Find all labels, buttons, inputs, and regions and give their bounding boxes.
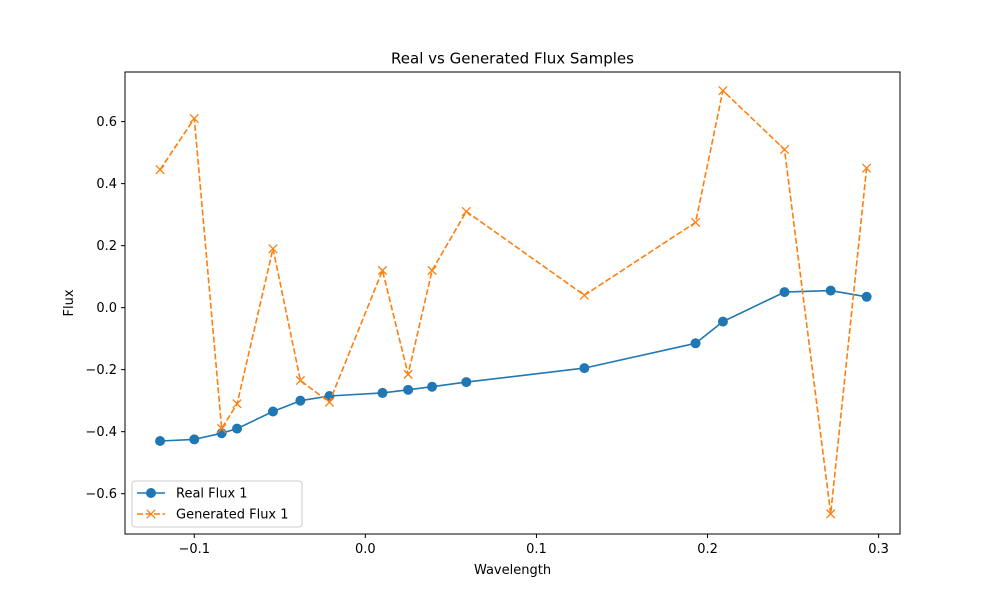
marker-stroke [324,397,335,407]
data-point [403,384,414,395]
marker-stroke [861,163,872,173]
data-point [189,113,199,124]
x-tick-label: 0.1 [526,542,547,557]
legend-label: Generated Flux 1 [176,508,289,523]
chart-title: Real vs Generated Flux Samples [391,50,634,68]
data-point [779,144,790,155]
data-point [295,395,306,406]
x-tick-label: 0.0 [355,542,376,557]
data-point [779,287,790,298]
data-point [427,265,437,276]
marker-stroke [146,509,156,519]
data-point [825,285,836,296]
data-point [295,375,306,386]
marker-stroke [718,85,728,96]
data-point [826,509,836,519]
legend-marker [146,488,156,498]
data-point [324,397,335,407]
marker-stroke [579,290,590,300]
legend-box [131,480,303,528]
data-point [690,338,701,349]
data-point [268,244,278,254]
x-tick-label: −0.1 [178,542,210,557]
marker-stroke [189,113,199,124]
data-point [267,406,278,417]
data-point [216,428,227,439]
marker-stroke [690,217,701,228]
data-point [232,399,242,409]
x-tick-label: 0.3 [868,542,889,557]
legend: Real Flux 1 Generated Flux 1 [131,480,303,528]
y-tick-label: 0.0 [96,301,117,316]
data-point [461,377,472,388]
data-point [403,369,413,379]
marker-stroke [826,509,836,519]
data-point [217,423,227,434]
data-point [155,435,166,446]
legend-label: Real Flux 1 [176,487,248,502]
data-point [427,381,438,392]
data-point [579,363,590,374]
data-point [690,217,701,228]
y-tick-label: 0.6 [96,115,117,130]
series-layer [155,85,872,519]
data-point [861,163,872,173]
y-tick-label: 0.4 [96,177,117,192]
y-tick-label: −0.6 [85,487,117,502]
y-tick-label: 0.2 [96,239,117,254]
marker-stroke [268,244,278,254]
plot-area [125,72,900,534]
data-point [232,423,243,434]
x-axis: −0.1 0.0 0.1 0.2 0.3 [178,534,889,557]
data-point [461,206,471,217]
marker-stroke [295,375,306,386]
marker-stroke [155,165,165,175]
data-point [861,291,872,302]
data-point [377,265,388,276]
plot-frame [124,71,901,535]
data-point [579,290,590,300]
x-tick-label: 0.2 [697,542,718,557]
y-tick-label: −0.2 [85,363,117,378]
x-axis-label: Wavelength [474,563,551,578]
marker-stroke [779,144,790,155]
data-point [717,316,728,327]
data-point [718,85,728,96]
series-2 [155,85,872,519]
y-axis-label: Flux [62,289,77,316]
data-point [155,165,165,175]
legend-entry: Generated Flux 1 [137,508,289,523]
marker-stroke [427,265,437,276]
data-point [377,387,388,398]
marker-stroke [377,265,388,276]
data-point [189,434,200,445]
marker-stroke [217,423,227,434]
y-tick-label: −0.4 [85,425,117,440]
legend-marker [146,509,156,519]
marker-stroke [461,206,471,217]
y-axis: −0.6 −0.4 −0.2 0.0 0.2 0.4 0.6 [85,115,125,502]
marker-stroke [403,369,413,379]
marker-stroke [232,399,242,409]
legend-entry: Real Flux 1 [137,487,248,502]
